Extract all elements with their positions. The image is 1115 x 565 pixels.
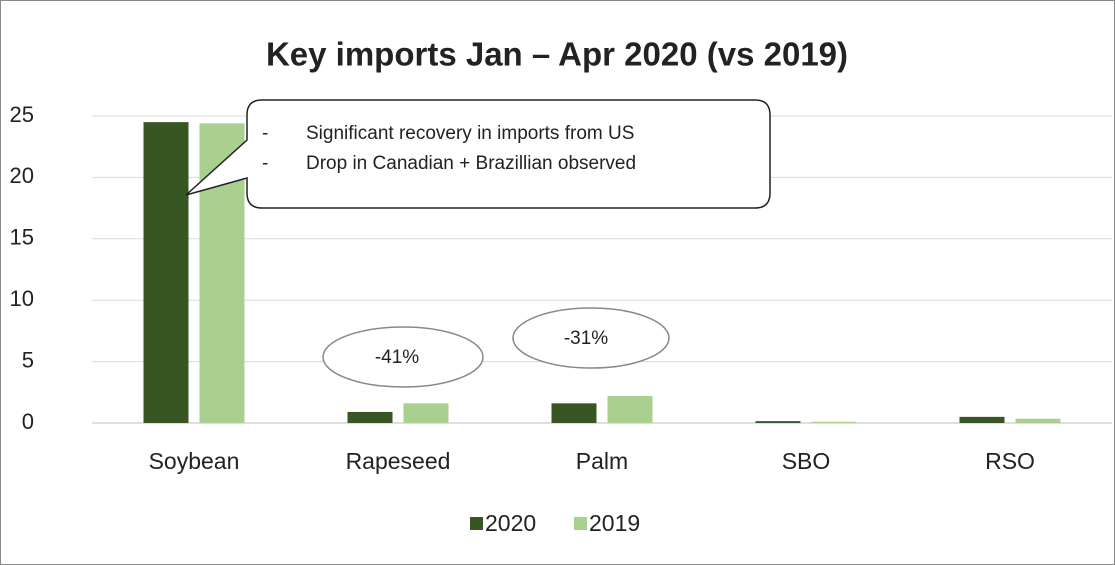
bar [755,421,801,423]
bar [403,403,449,423]
bar [347,411,393,423]
annotation-label: -31% [564,328,608,349]
legend: 2020 2019 [470,510,640,536]
annotation-ellipse [322,326,484,388]
bar [1015,418,1061,423]
legend-label: 2020 [485,510,536,536]
chart-title: Key imports Jan – Apr 2020 (vs 2019) [266,36,848,73]
y-tick-label: 25 [10,102,34,127]
x-tick-label: SBO [782,448,831,474]
callout-text: Drop in Canadian + Brazillian observed [306,153,636,174]
callout-text: Significant recovery in imports from US [306,123,634,144]
bar [143,122,189,423]
callout-bullet: - [262,153,268,174]
y-tick-label: 10 [10,286,34,311]
legend-swatch [574,517,587,530]
y-tick-label: 20 [10,163,34,188]
bar [551,403,597,423]
callout-bullet: - [262,123,268,144]
legend-label: 2019 [589,510,640,536]
legend-swatch [470,517,483,530]
x-tick-label: Soybean [149,448,240,474]
y-tick-label: 5 [22,347,34,372]
annotation-ellipse [512,307,670,369]
bar [607,395,653,423]
annotation-label: -41% [375,347,419,368]
bar [811,421,857,423]
x-tick-label: RSO [985,448,1035,474]
callout: - Significant recovery in imports from U… [185,99,771,209]
y-tick-label: 0 [22,409,34,434]
callout-box [185,99,771,209]
y-tick-label: 15 [10,225,34,250]
x-tick-label: Rapeseed [346,448,451,474]
plot-area: 0 5 10 15 20 25 Soybean Rapeseed Palm SBO RSO [10,102,1112,474]
x-tick-label: Palm [576,448,628,474]
bar [959,416,1005,423]
